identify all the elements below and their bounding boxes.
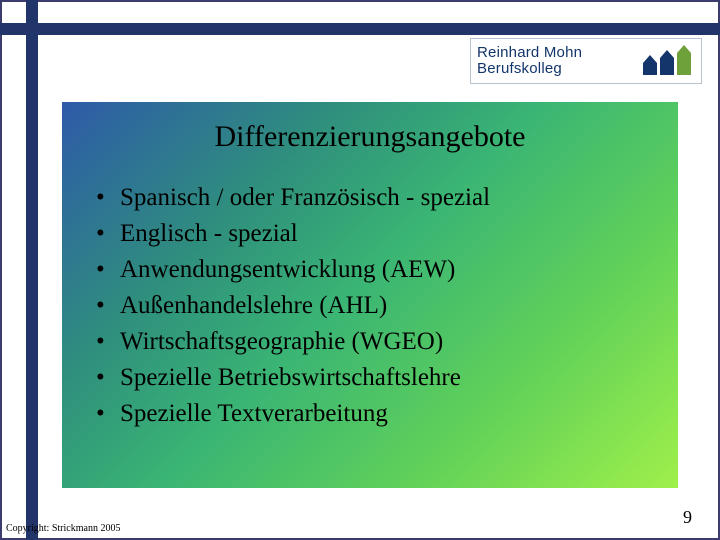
logo-line2: Berufskolleg (477, 61, 582, 77)
list-item: Wirtschaftsgeographie (WGEO) (90, 324, 650, 360)
house-icon (660, 50, 674, 77)
title-area: Differenzierungsangebote (62, 102, 678, 172)
house-icon (643, 55, 657, 77)
school-logo: Reinhard Mohn Berufskolleg (470, 38, 702, 84)
logo-text: Reinhard Mohn Berufskolleg (477, 45, 582, 77)
page-number: 9 (683, 507, 692, 528)
list-item: Spezielle Betriebswirtschaftslehre (90, 360, 650, 396)
list-item: Englisch - spezial (90, 216, 650, 252)
copyright-text: Copyright: Strickmann 2005 (6, 523, 120, 534)
horizontal-bar (0, 23, 720, 35)
list-item: Spanisch / oder Französisch - spezial (90, 180, 650, 216)
house-icon (677, 45, 691, 77)
list-item: Spezielle Textverarbeitung (90, 396, 650, 432)
slide-title: Differenzierungsangebote (215, 120, 526, 154)
list-item: Außenhandelslehre (AHL) (90, 288, 650, 324)
content-panel: Differenzierungsangebote Spanisch / oder… (62, 102, 678, 488)
houses-icon (643, 45, 695, 77)
vertical-bar (26, 0, 38, 540)
logo-line1: Reinhard Mohn (477, 45, 582, 61)
list-item: Anwendungsentwicklung (AEW) (90, 252, 650, 288)
bullet-list: Spanisch / oder Französisch - spezialEng… (62, 172, 678, 432)
